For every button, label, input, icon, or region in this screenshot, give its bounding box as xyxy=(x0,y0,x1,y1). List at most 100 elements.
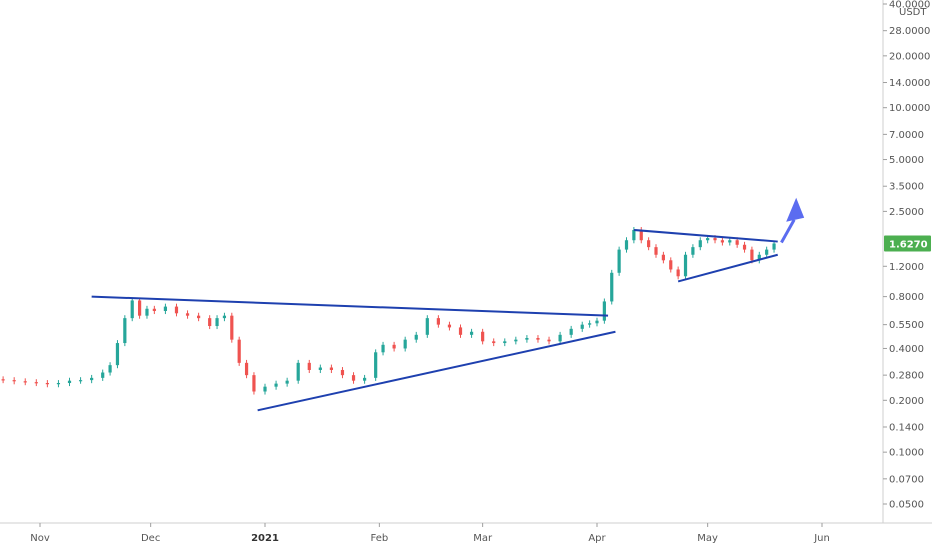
trendlines-layer xyxy=(91,197,805,412)
candle-body xyxy=(274,383,278,387)
candle-body xyxy=(547,339,551,342)
time-axis[interactable]: Nov Dec 2021 Feb Mar Apr May Jun xyxy=(0,522,932,544)
price-tick-label: 0.0700 xyxy=(889,474,924,485)
candle-body xyxy=(215,318,219,327)
time-tick-label: Jun xyxy=(813,533,830,544)
candle-body xyxy=(222,315,227,319)
time-tick-label: 2021 xyxy=(251,533,279,544)
candle-body xyxy=(12,380,16,382)
candle-body xyxy=(67,380,72,384)
triangle-upper-line xyxy=(633,228,778,243)
candle-body xyxy=(676,269,680,277)
candle-body xyxy=(481,331,485,342)
candle-body xyxy=(115,343,120,366)
candle-body xyxy=(108,365,112,373)
candle-body xyxy=(588,323,592,325)
candle-body xyxy=(123,318,127,344)
candle-body xyxy=(750,249,754,261)
candle-body xyxy=(683,254,688,277)
candle-body xyxy=(536,338,540,340)
candle-body xyxy=(610,272,614,302)
candles-layer xyxy=(1,227,776,395)
price-tick-label: 10.0000 xyxy=(889,103,930,114)
time-tick-label: Feb xyxy=(370,533,388,544)
candle-body xyxy=(698,240,702,248)
candle-body xyxy=(145,308,149,316)
candle-body xyxy=(447,324,452,328)
price-tick-label: 20.0000 xyxy=(889,51,930,62)
candle-body xyxy=(580,324,584,329)
price-tick-label: 40.0000 xyxy=(889,0,930,11)
candle-body xyxy=(56,383,61,385)
candle-body xyxy=(381,344,385,353)
candle-body xyxy=(237,339,241,363)
candle-body xyxy=(130,300,134,319)
price-tick-label: 0.2800 xyxy=(889,371,924,382)
candle-body xyxy=(208,318,212,327)
resistance-trendline xyxy=(91,295,609,317)
candle-body xyxy=(661,254,665,261)
candle-body xyxy=(458,327,463,335)
price-tick-label: 1.2000 xyxy=(889,262,924,273)
last-price-label: 1.6270 xyxy=(889,240,928,251)
candle-body xyxy=(23,381,27,383)
candle-body xyxy=(595,320,599,324)
candle-body xyxy=(244,362,249,376)
time-tick-label: May xyxy=(697,533,718,544)
candle-body xyxy=(525,338,529,340)
candle-body xyxy=(392,344,396,349)
price-tick-label: 7.0000 xyxy=(889,130,924,141)
candle-body xyxy=(137,300,142,316)
candle-body xyxy=(403,339,407,349)
candle-body xyxy=(197,315,201,319)
price-tick-label: 28.0000 xyxy=(889,26,930,37)
candle-body xyxy=(503,341,507,344)
candle-body xyxy=(558,334,562,342)
currency-label: USDT xyxy=(899,7,927,18)
candle-body xyxy=(728,240,732,243)
candle-body xyxy=(163,306,168,312)
support-trendline xyxy=(257,330,616,412)
price-tick-label: 0.8000 xyxy=(889,292,924,303)
candle-body xyxy=(152,308,156,312)
time-tick-label: Apr xyxy=(588,533,606,544)
price-tick-label: 3.5000 xyxy=(889,182,924,193)
price-axis[interactable]: 40.0000 28.0000 20.0000 14.0000 10.0000 7.000… xyxy=(882,0,932,523)
candle-body xyxy=(1,379,5,381)
candle-body xyxy=(363,377,367,381)
candle-body xyxy=(469,331,474,335)
price-tick-label: 0.0500 xyxy=(889,500,924,511)
candle-body xyxy=(720,240,725,243)
candle-body xyxy=(669,260,673,270)
candle-body xyxy=(425,318,429,335)
arrow-shaft xyxy=(780,219,796,244)
candle-body xyxy=(307,362,311,370)
price-tick-label: 5.0000 xyxy=(889,155,924,166)
price-tick-label: 0.2000 xyxy=(889,396,924,407)
candle-body xyxy=(492,341,496,344)
candle-body xyxy=(174,306,179,314)
candle-body xyxy=(414,334,418,340)
candle-body xyxy=(706,238,710,241)
candle-body xyxy=(654,247,658,255)
candle-body xyxy=(713,238,717,241)
breakout-arrow xyxy=(780,197,805,244)
candle-body xyxy=(617,249,621,273)
time-tick-label: Dec xyxy=(141,533,160,544)
last-price-tag xyxy=(884,235,931,252)
candle-body xyxy=(90,377,94,381)
candle-body xyxy=(742,244,747,250)
candle-body xyxy=(351,375,356,381)
price-tick-label: 0.4000 xyxy=(889,344,924,355)
price-axis-bg xyxy=(884,0,932,523)
arrow-head xyxy=(786,197,805,222)
candle-body xyxy=(329,367,334,370)
candle-body xyxy=(296,362,300,381)
candle-body xyxy=(101,372,105,378)
price-tick-label: 0.5500 xyxy=(889,320,924,331)
candle-body xyxy=(318,367,322,370)
candle-body xyxy=(230,315,234,340)
candle-body xyxy=(691,247,695,255)
candle-body xyxy=(78,380,83,382)
